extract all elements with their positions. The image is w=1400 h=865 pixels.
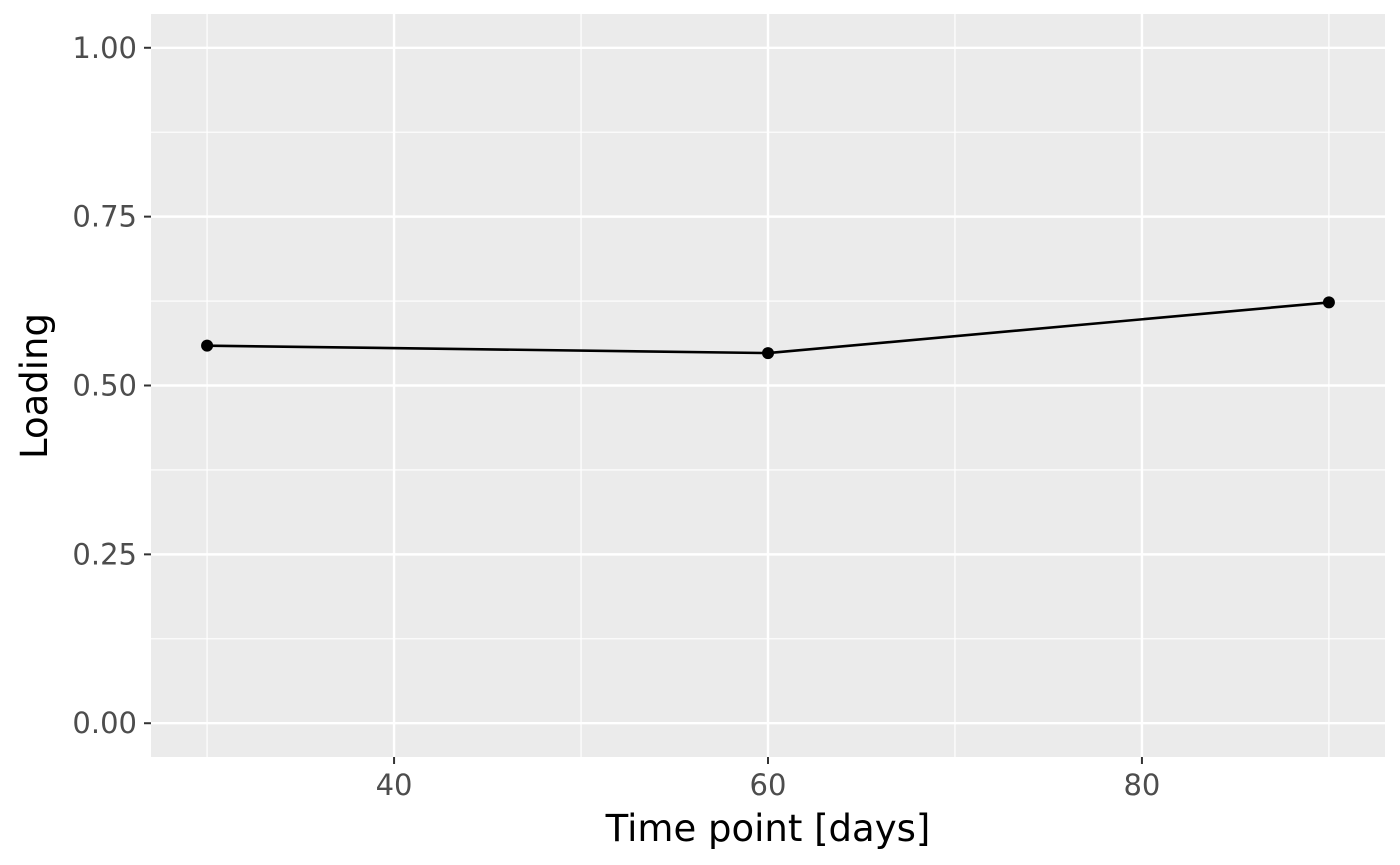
y-tick-label: 0.25 xyxy=(72,537,137,571)
axis-ticks xyxy=(144,46,1143,764)
data-point xyxy=(1322,296,1335,309)
y-tick-label: 1.00 xyxy=(72,31,137,65)
data-point xyxy=(762,347,774,360)
major-gridlines xyxy=(151,14,1385,757)
x-tick-label: 40 xyxy=(376,768,413,802)
y-tick-label: 0.00 xyxy=(72,706,137,740)
y-tick-label: 0.75 xyxy=(72,200,137,234)
data-series xyxy=(201,296,1335,360)
y-tick-label: 0.50 xyxy=(72,369,137,403)
x-tick-label: 60 xyxy=(750,768,787,802)
x-tick-label: 80 xyxy=(1123,768,1160,802)
x-axis-title: Time point [days] xyxy=(605,807,931,850)
y-axis-title: Loading xyxy=(13,313,56,459)
axis-tick-labels: 40 60 80 0.00 0.25 0.50 0.75 1.00 xyxy=(72,31,1160,802)
data-point xyxy=(201,339,214,352)
